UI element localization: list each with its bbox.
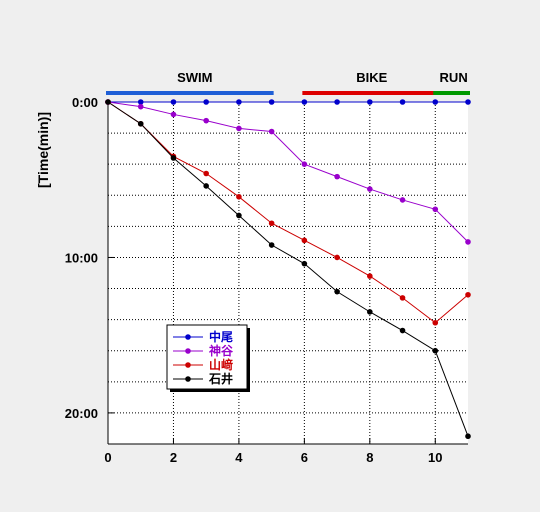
- data-point: [334, 99, 340, 105]
- legend-marker: [185, 362, 191, 368]
- data-point: [105, 99, 111, 105]
- data-point: [432, 206, 439, 213]
- axes: 0 2 4 6 8 10 0:00 10:00 20:00: [65, 95, 468, 465]
- x-tick-label: 0: [104, 450, 111, 465]
- data-point: [367, 99, 373, 105]
- data-point: [399, 99, 406, 105]
- data-point: [236, 125, 242, 132]
- legend-marker: [185, 376, 191, 382]
- data-point: [367, 186, 373, 192]
- data-point: [137, 103, 144, 110]
- data-point: [203, 183, 209, 189]
- data-point: [301, 237, 308, 244]
- legend-marker: [185, 334, 191, 340]
- data-point: [399, 327, 406, 334]
- stage-label: BIKE: [356, 70, 387, 85]
- grid: [108, 102, 468, 445]
- x-tick-label: 4: [235, 450, 243, 465]
- data-point: [465, 239, 471, 245]
- data-point: [236, 99, 242, 105]
- legend-label: 中尾: [209, 329, 233, 344]
- data-point: [170, 99, 177, 105]
- data-point: [367, 273, 373, 279]
- data-point: [334, 173, 340, 180]
- data-point: [268, 220, 275, 227]
- data-point: [268, 242, 275, 248]
- series-line: [107, 101, 469, 437]
- data-point: [170, 155, 177, 161]
- data-point: [203, 99, 209, 105]
- data-point: [301, 260, 308, 267]
- legend-label: 山﨑: [209, 357, 233, 372]
- data-point: [334, 254, 340, 261]
- y-axis-title: [Time(min)]: [35, 112, 51, 188]
- legend-label: 石井: [208, 371, 233, 386]
- data-point: [137, 120, 144, 127]
- series-lines: [105, 99, 471, 440]
- legend-label: 神谷: [209, 343, 234, 358]
- stage-bars: SWIM BIKE RUN: [106, 70, 470, 95]
- data-point: [432, 319, 439, 326]
- data-point: [268, 128, 275, 135]
- stage-label: RUN: [440, 70, 468, 85]
- data-point: [432, 347, 439, 354]
- data-point: [170, 111, 177, 118]
- data-point: [399, 197, 406, 203]
- series-line: [107, 101, 469, 243]
- x-tick-label: 2: [170, 450, 177, 465]
- data-point: [334, 288, 340, 295]
- data-point: [465, 99, 471, 105]
- y-tick-label: 10:00: [65, 250, 98, 265]
- data-point: [367, 309, 373, 315]
- data-point: [301, 99, 308, 105]
- series-line: [107, 101, 469, 324]
- x-tick-label: 10: [428, 450, 442, 465]
- data-point: [203, 170, 209, 177]
- data-point: [203, 117, 209, 124]
- data-point: [137, 99, 144, 105]
- data-point: [432, 99, 439, 105]
- data-point: [399, 295, 406, 301]
- legend-box: [166, 324, 248, 390]
- stage-label: SWIM: [177, 70, 212, 85]
- data-point: [465, 433, 471, 440]
- data-point: [236, 194, 242, 200]
- y-tick-label: 20:00: [65, 406, 98, 421]
- data-point: [465, 291, 471, 298]
- plot-area: [108, 102, 468, 444]
- data-point: [236, 212, 242, 219]
- data-point: [301, 161, 308, 167]
- x-tick-label: 6: [301, 450, 308, 465]
- y-tick-label: 0:00: [72, 95, 98, 110]
- legend-marker: [185, 348, 191, 354]
- x-tick-label: 8: [366, 450, 373, 465]
- data-point: [268, 99, 275, 105]
